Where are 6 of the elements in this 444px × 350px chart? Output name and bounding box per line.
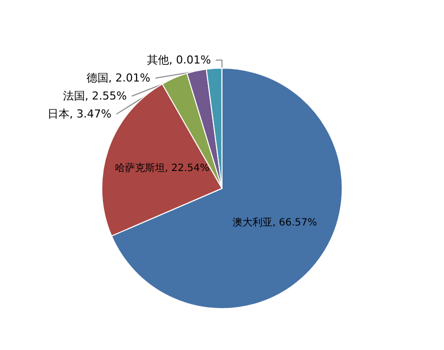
slice-label: 法国, 2.55% — [62, 90, 127, 103]
slice-label: 哈萨克斯坦, 22.54% — [114, 162, 210, 174]
slice-label: 德国, 2.01% — [86, 72, 150, 85]
slice-label: 日本, 3.47% — [47, 108, 112, 121]
slice-label: 澳大利亚, 66.57% — [232, 216, 317, 229]
slice-label: 其他, 0.01% — [147, 54, 211, 67]
